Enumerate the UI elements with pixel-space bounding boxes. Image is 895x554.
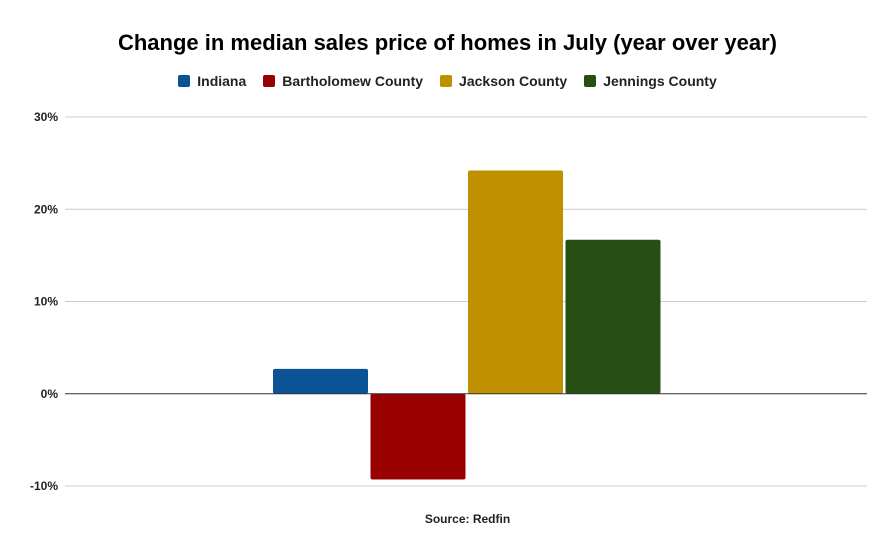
legend-swatch bbox=[263, 75, 276, 87]
y-tick-label: 30% bbox=[34, 110, 58, 124]
legend-label: Jennings County bbox=[603, 73, 717, 89]
legend-label: Jackson County bbox=[459, 73, 568, 89]
x-axis-label: Source: Redfin bbox=[424, 512, 511, 526]
legend-item: Jennings County bbox=[584, 73, 717, 89]
bar-jennings-county bbox=[565, 239, 661, 394]
bar-jackson-county bbox=[468, 170, 563, 394]
y-tick-label: 10% bbox=[34, 295, 58, 309]
legend-swatch bbox=[178, 75, 191, 87]
y-tick-label: 0% bbox=[41, 387, 59, 401]
legend-item: Indiana bbox=[178, 73, 246, 89]
bar-indiana bbox=[273, 368, 368, 394]
legend-label: Indiana bbox=[197, 73, 247, 89]
y-tick-label: 20% bbox=[34, 202, 58, 216]
bar-bartholomew-county bbox=[370, 393, 466, 480]
legend-item: Bartholomew County bbox=[263, 73, 423, 89]
legend: Indiana Bartholomew County Jackson County J… bbox=[0, 73, 895, 89]
legend-swatch bbox=[440, 75, 453, 87]
legend-label: Bartholomew County bbox=[282, 73, 424, 89]
chart-title: Change in median sales price of homes in… bbox=[117, 30, 778, 55]
legend-swatch bbox=[584, 75, 597, 87]
legend-item: Jackson County bbox=[440, 73, 567, 89]
y-tick-label: -10% bbox=[30, 479, 58, 493]
